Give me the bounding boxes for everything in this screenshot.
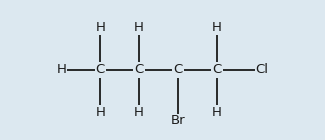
Text: Br: Br — [171, 114, 185, 127]
Text: H: H — [134, 106, 144, 119]
Text: C: C — [135, 64, 144, 76]
Text: C: C — [212, 64, 222, 76]
Text: C: C — [96, 64, 105, 76]
Text: H: H — [212, 106, 222, 119]
Text: C: C — [174, 64, 183, 76]
Text: H: H — [95, 106, 105, 119]
Text: H: H — [134, 21, 144, 34]
Text: H: H — [57, 64, 66, 76]
Text: H: H — [95, 21, 105, 34]
Text: Cl: Cl — [255, 64, 268, 76]
Text: H: H — [212, 21, 222, 34]
